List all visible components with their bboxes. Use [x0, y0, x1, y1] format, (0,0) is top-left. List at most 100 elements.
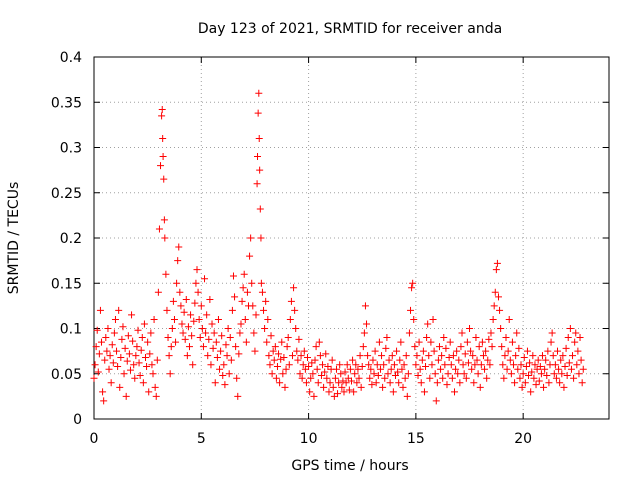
data-point	[123, 357, 131, 365]
data-point	[279, 370, 287, 378]
data-point	[96, 306, 104, 314]
data-point	[114, 363, 122, 371]
data-point	[473, 356, 481, 364]
data-point	[292, 325, 300, 332]
data-point	[488, 343, 496, 351]
data-points	[90, 89, 587, 405]
data-point	[350, 388, 358, 396]
data-point	[537, 370, 545, 378]
data-point	[552, 374, 560, 382]
data-point	[356, 352, 364, 360]
data-point	[265, 352, 273, 360]
data-point	[545, 379, 553, 387]
data-point	[283, 343, 291, 351]
data-point	[176, 288, 184, 296]
data-point	[413, 352, 421, 360]
data-point	[218, 332, 226, 340]
data-point	[174, 257, 182, 265]
data-point	[391, 372, 399, 380]
data-point	[492, 266, 500, 274]
data-point	[262, 297, 270, 305]
data-point	[517, 361, 525, 369]
data-point	[501, 352, 509, 360]
data-point	[497, 325, 505, 332]
data-point	[99, 388, 107, 396]
data-point	[370, 370, 378, 378]
data-point	[569, 352, 577, 360]
data-point	[133, 343, 141, 351]
data-point	[116, 383, 124, 391]
data-point	[213, 353, 221, 361]
data-point	[572, 329, 580, 337]
data-point	[489, 315, 497, 323]
data-point	[468, 365, 476, 373]
data-point	[293, 347, 301, 355]
data-point	[346, 365, 354, 373]
data-point	[229, 272, 237, 280]
data-point	[179, 329, 187, 337]
data-point	[435, 343, 443, 351]
data-point	[483, 374, 491, 382]
data-point	[490, 302, 498, 310]
data-point	[337, 370, 345, 378]
data-point	[281, 383, 289, 391]
data-point	[168, 325, 176, 332]
data-point	[531, 361, 539, 369]
data-point	[236, 329, 244, 337]
data-point	[395, 379, 403, 387]
data-point	[161, 234, 169, 242]
data-point	[248, 279, 256, 287]
data-point	[277, 355, 285, 363]
data-point	[521, 379, 529, 387]
data-point	[192, 279, 200, 287]
data-point	[268, 370, 276, 378]
data-point	[240, 270, 248, 278]
data-point	[426, 374, 434, 382]
data-point	[325, 388, 333, 396]
data-point	[453, 347, 461, 355]
y-tick-label: 0.25	[51, 186, 82, 202]
data-point	[223, 352, 231, 360]
data-point	[578, 379, 586, 387]
data-point	[158, 112, 166, 120]
data-point	[420, 388, 428, 396]
data-point	[185, 343, 193, 351]
data-point	[376, 365, 384, 373]
data-point	[129, 337, 137, 345]
data-point	[222, 341, 230, 349]
data-point	[295, 335, 303, 343]
data-point	[414, 372, 422, 380]
data-point	[212, 338, 220, 346]
data-point	[474, 370, 482, 378]
data-point	[267, 332, 275, 340]
data-point	[316, 352, 324, 360]
data-point	[373, 361, 381, 369]
data-point	[349, 356, 357, 364]
data-point	[140, 320, 148, 328]
data-point	[188, 332, 196, 340]
data-point	[128, 311, 136, 319]
data-point	[389, 388, 397, 396]
data-point	[384, 370, 392, 378]
y-tick-label: 0.3	[60, 141, 82, 157]
data-point	[184, 323, 192, 331]
data-point	[160, 216, 168, 224]
data-point	[422, 363, 430, 371]
data-point	[432, 397, 440, 405]
data-point	[93, 326, 101, 334]
y-tick-label: 0.1	[60, 322, 82, 338]
data-point	[441, 361, 449, 369]
data-point	[172, 338, 180, 346]
data-point	[551, 361, 559, 369]
data-point	[246, 252, 254, 260]
data-point	[100, 397, 108, 405]
data-point	[500, 374, 508, 382]
data-point	[300, 347, 308, 355]
data-point	[198, 325, 206, 332]
data-point	[532, 381, 540, 389]
data-point	[369, 356, 377, 364]
data-point	[201, 275, 209, 283]
data-point	[542, 356, 550, 364]
data-point	[151, 383, 159, 391]
data-point	[257, 279, 265, 287]
